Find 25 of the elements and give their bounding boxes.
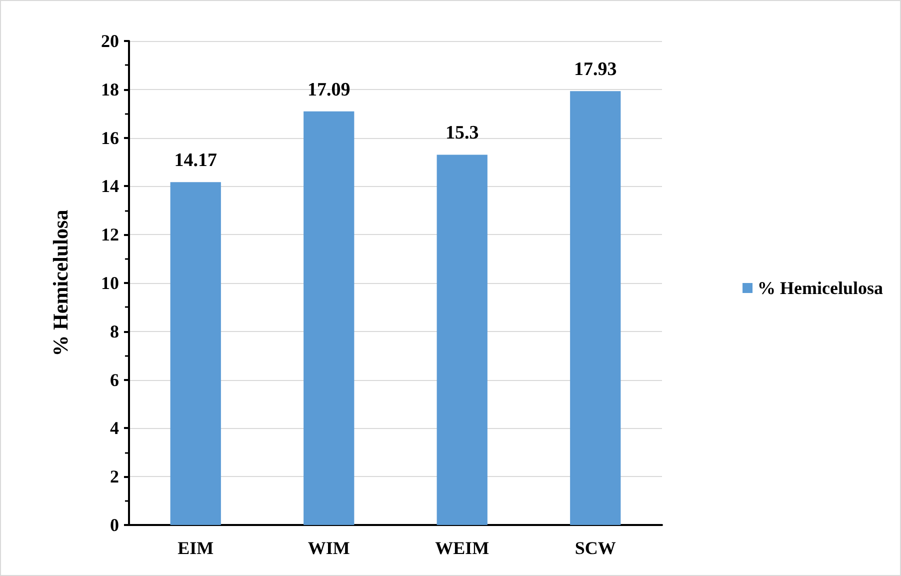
x-tick-label: EIM — [178, 538, 214, 558]
y-tick-label: 8 — [110, 321, 119, 342]
y-tick-label: 18 — [101, 79, 119, 100]
y-tick-label: 2 — [110, 466, 119, 487]
data-label: 15.3 — [446, 122, 479, 144]
bar — [436, 154, 488, 525]
bar — [570, 91, 621, 525]
y-tick-label: 16 — [101, 128, 119, 148]
y-tick-label: 4 — [110, 418, 119, 438]
x-tick-label: WEIM — [435, 538, 490, 558]
data-label: 14.17 — [174, 150, 218, 172]
y-tick-label: 6 — [110, 370, 119, 390]
bar — [170, 182, 221, 525]
y-tick-label: 20 — [101, 31, 119, 51]
legend-label: % Hemicelulosa — [758, 278, 884, 298]
y-tick-label: 10 — [101, 273, 119, 293]
x-tick-label: WIM — [308, 538, 350, 558]
data-label: 17.93 — [574, 59, 617, 80]
data-label: 17.09 — [308, 79, 350, 100]
x-tick-label: SCW — [574, 538, 616, 558]
y-axis-title: % Hemicelulosa — [48, 209, 72, 356]
y-tick-label: 14 — [101, 176, 119, 196]
bar — [304, 111, 354, 525]
y-tick-label: 0 — [110, 515, 119, 535]
y-tick-label: 12 — [101, 224, 119, 245]
